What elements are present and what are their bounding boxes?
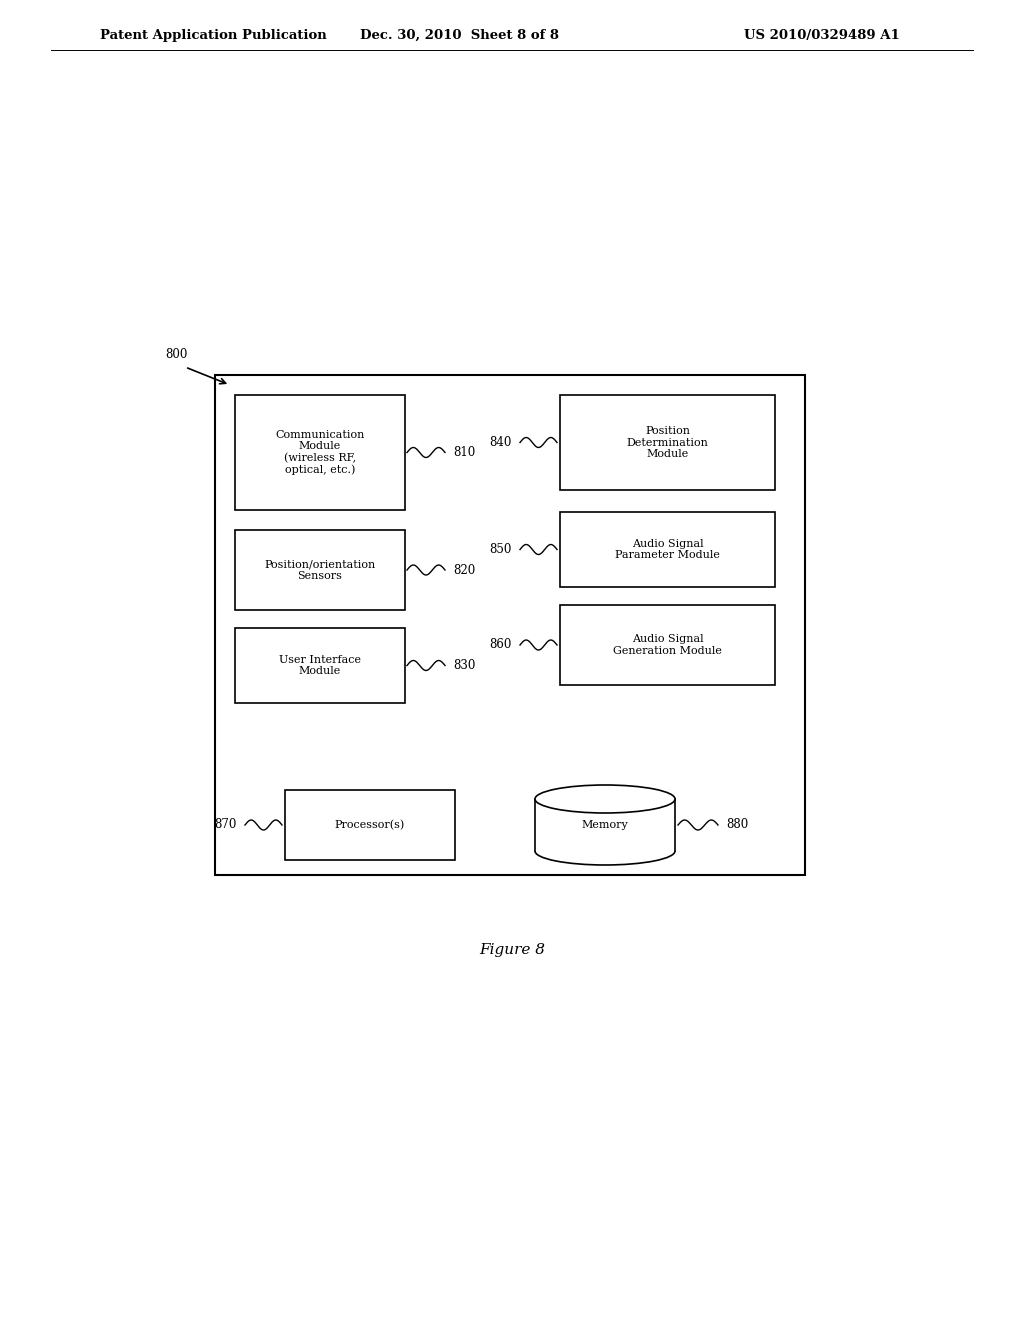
Text: 840: 840 xyxy=(489,436,512,449)
Bar xyxy=(285,789,455,861)
Text: 820: 820 xyxy=(453,564,475,577)
Text: Audio Signal
Generation Module: Audio Signal Generation Module xyxy=(613,634,722,656)
Bar xyxy=(215,375,805,875)
Text: 800: 800 xyxy=(165,348,187,362)
Text: Memory: Memory xyxy=(582,820,629,830)
Text: 860: 860 xyxy=(489,639,512,652)
Text: 870: 870 xyxy=(215,818,237,832)
Bar xyxy=(234,395,406,510)
Text: Communication
Module
(wireless RF,
optical, etc.): Communication Module (wireless RF, optic… xyxy=(275,429,365,475)
Bar xyxy=(535,799,675,851)
Text: Patent Application Publication: Patent Application Publication xyxy=(100,29,327,41)
Bar xyxy=(560,605,775,685)
Text: Figure 8: Figure 8 xyxy=(479,942,545,957)
Ellipse shape xyxy=(535,785,675,813)
Bar xyxy=(234,628,406,704)
Text: Position
Determination
Module: Position Determination Module xyxy=(627,426,709,459)
Text: 830: 830 xyxy=(453,659,475,672)
Text: US 2010/0329489 A1: US 2010/0329489 A1 xyxy=(744,29,900,41)
Text: Dec. 30, 2010  Sheet 8 of 8: Dec. 30, 2010 Sheet 8 of 8 xyxy=(360,29,559,41)
Text: User Interface
Module: User Interface Module xyxy=(279,655,361,676)
Text: 880: 880 xyxy=(726,818,749,832)
Text: Audio Signal
Parameter Module: Audio Signal Parameter Module xyxy=(615,539,720,560)
Text: Processor(s): Processor(s) xyxy=(335,820,406,830)
Text: 810: 810 xyxy=(453,446,475,459)
Text: 850: 850 xyxy=(489,543,512,556)
Bar xyxy=(560,512,775,587)
Bar xyxy=(560,395,775,490)
Bar xyxy=(234,531,406,610)
Text: Position/orientation
Sensors: Position/orientation Sensors xyxy=(264,560,376,581)
